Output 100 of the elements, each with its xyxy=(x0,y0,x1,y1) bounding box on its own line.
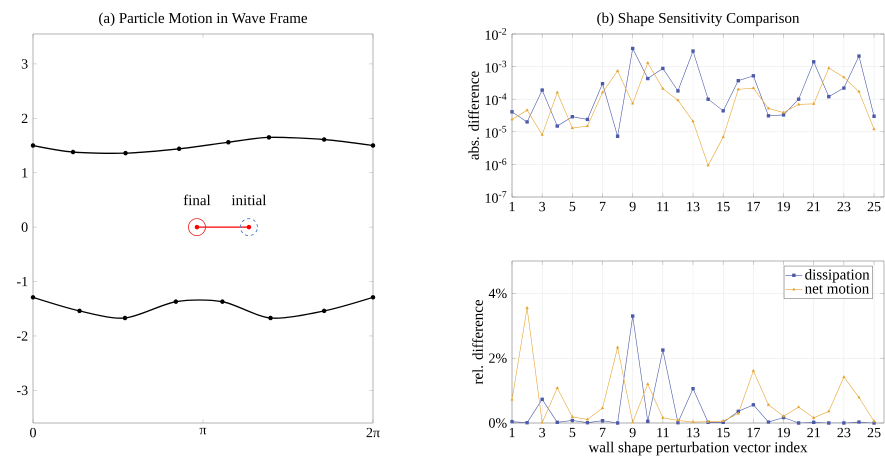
point xyxy=(722,109,725,113)
point xyxy=(692,120,695,122)
annotation: initial xyxy=(232,194,266,206)
point xyxy=(631,420,634,424)
point xyxy=(540,133,544,136)
point xyxy=(857,90,860,93)
y-tick-label: 10$^{-4}$ xyxy=(486,93,506,106)
point xyxy=(630,314,634,318)
point xyxy=(646,76,650,80)
point xyxy=(631,102,634,104)
point xyxy=(586,118,590,122)
x-tick-label: 9 xyxy=(630,202,636,212)
point xyxy=(827,66,830,70)
point xyxy=(646,420,650,424)
point xyxy=(782,113,786,117)
point xyxy=(766,420,770,424)
point xyxy=(812,420,816,424)
point xyxy=(616,346,620,349)
point xyxy=(812,416,816,419)
point xyxy=(570,126,574,130)
point xyxy=(842,375,846,378)
point xyxy=(766,114,770,118)
point xyxy=(766,403,770,406)
point xyxy=(857,420,861,424)
point xyxy=(586,418,589,420)
point xyxy=(646,382,650,386)
point xyxy=(646,61,650,64)
chart-title: (a) Particle Motion in Wave Frame xyxy=(99,12,308,26)
point xyxy=(616,69,620,72)
point xyxy=(570,415,574,418)
point xyxy=(600,82,604,86)
point xyxy=(676,420,680,424)
x-tick-label: 23 xyxy=(837,428,850,438)
point xyxy=(30,143,36,148)
x-tick-label: 21 xyxy=(807,202,820,212)
point xyxy=(676,418,680,422)
point xyxy=(540,88,544,92)
point xyxy=(370,143,376,148)
point xyxy=(322,308,326,314)
x-tick-label: 11 xyxy=(657,202,669,212)
point xyxy=(600,419,604,422)
point xyxy=(266,135,272,140)
point xyxy=(661,348,665,352)
point xyxy=(752,86,755,90)
x-tick-label: 19 xyxy=(778,428,790,438)
x-tick-label: 13 xyxy=(687,202,700,212)
point xyxy=(752,403,756,407)
chart-title: (b) Shape Sensitivity Comparison xyxy=(597,12,800,26)
point xyxy=(540,420,544,424)
x-tick-label: 2π xyxy=(366,428,380,438)
point xyxy=(706,164,710,166)
point xyxy=(322,137,326,142)
point xyxy=(556,90,559,94)
point xyxy=(796,97,800,101)
point xyxy=(540,398,544,402)
point xyxy=(736,88,740,90)
point xyxy=(797,405,800,408)
legend-label: net motion xyxy=(805,284,869,294)
y-tick-label: 2 xyxy=(22,114,28,123)
legend-label: dissipation xyxy=(805,269,870,283)
point xyxy=(630,46,634,50)
point xyxy=(857,54,861,58)
point xyxy=(872,420,876,422)
point xyxy=(220,299,225,304)
point xyxy=(796,421,800,425)
x-tick-label: 17 xyxy=(748,202,760,212)
point xyxy=(601,406,604,410)
point xyxy=(77,308,82,314)
point xyxy=(188,218,206,236)
point xyxy=(616,134,620,138)
point xyxy=(782,110,786,114)
point xyxy=(174,299,178,304)
y-axis-title: abs. difference xyxy=(468,71,479,160)
point xyxy=(797,102,800,106)
x-tick-label: 17 xyxy=(748,428,760,438)
point xyxy=(556,420,559,424)
y-tick-label: -1 xyxy=(16,276,28,286)
point xyxy=(526,108,529,112)
x-tick-label: 7 xyxy=(600,428,606,438)
point xyxy=(526,306,529,309)
point xyxy=(510,110,514,114)
point xyxy=(122,316,128,320)
y-tick-label: -3 xyxy=(16,386,28,396)
y-tick-label: 0% xyxy=(489,418,507,428)
x-tick-label: 1 xyxy=(510,428,515,438)
point xyxy=(510,398,514,401)
x-tick-label: 15 xyxy=(717,428,730,438)
y-tick-label: 0 xyxy=(22,222,28,232)
point xyxy=(70,150,76,154)
x-tick-label: 9 xyxy=(630,428,636,438)
x-tick-label: 5 xyxy=(570,202,576,212)
point xyxy=(176,146,182,152)
point xyxy=(570,115,574,118)
x-tick-label: π xyxy=(200,428,206,434)
point xyxy=(661,416,664,419)
point xyxy=(842,86,846,90)
x-tick-label: 11 xyxy=(657,428,669,438)
x-tick-label: 1 xyxy=(510,202,515,212)
y-tick-label: 2% xyxy=(489,353,507,363)
point xyxy=(676,98,680,102)
